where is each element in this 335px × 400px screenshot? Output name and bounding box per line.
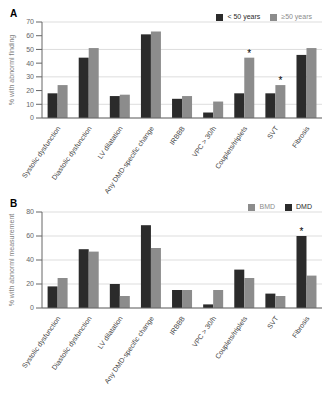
html-text:DMD: DMD <box>296 203 312 210</box>
svg-text:LV dilatation: LV dilatation <box>96 125 124 160</box>
svg-text:Couplets/triplets: Couplets/triplets <box>214 124 250 170</box>
svg-text:VPC > 30/h: VPC > 30/h <box>191 125 217 159</box>
svg-text:Couplets/triplets: Couplets/triplets <box>214 314 250 360</box>
svg-text:50: 50 <box>26 46 34 53</box>
svg-text:60: 60 <box>26 232 34 239</box>
html-text:< 50 years: < 50 years <box>227 13 261 20</box>
svg-text:*: * <box>300 226 304 237</box>
svg-text:20: 20 <box>26 280 34 287</box>
svg-text:Systolic dysfunction: Systolic dysfunction <box>20 124 62 180</box>
svg-text:Any DMD-specific change: Any DMD-specific change <box>103 315 156 386</box>
svg-text:40: 40 <box>26 256 34 263</box>
svg-text:0: 0 <box>30 114 34 121</box>
svg-text:Fibrosis: Fibrosis <box>291 314 311 338</box>
svg-text:Systolic dysfunction: Systolic dysfunction <box>20 314 62 370</box>
svg-text:*: * <box>247 48 251 59</box>
svg-text:SVT: SVT <box>266 124 280 140</box>
html-text:≥50 years: ≥50 years <box>281 13 312 20</box>
svg-text:30: 30 <box>26 73 34 80</box>
svg-text:0: 0 <box>30 304 34 311</box>
svg-text:Diastolic dysfunction: Diastolic dysfunction <box>50 315 93 372</box>
svg-text:20: 20 <box>26 87 34 94</box>
svg-text:70: 70 <box>26 18 34 25</box>
svg-text:*: * <box>278 75 282 86</box>
html-text:A: A <box>10 8 18 19</box>
svg-text:80: 80 <box>26 208 34 215</box>
html-text:B: B <box>10 198 18 209</box>
svg-text:60: 60 <box>26 32 34 39</box>
svg-text:LV dilatation: LV dilatation <box>96 315 124 350</box>
svg-text:40: 40 <box>26 60 34 67</box>
svg-text:VPC > 30/h: VPC > 30/h <box>191 315 217 349</box>
svg-text:Fibrosis: Fibrosis <box>291 124 311 148</box>
svg-text:Any DMD-specific change: Any DMD-specific change <box>103 125 156 196</box>
svg-text:% with abnorml measurement: % with abnorml measurement <box>8 214 15 307</box>
svg-text:IRBBB: IRBBB <box>168 125 186 146</box>
svg-text:Diastolic dysfunction: Diastolic dysfunction <box>50 125 93 182</box>
svg-text:10: 10 <box>26 101 34 108</box>
html-text:BMD: BMD <box>259 203 275 210</box>
svg-text:% with abnorml finding: % with abnorml finding <box>8 35 16 106</box>
svg-text:SVT: SVT <box>266 314 280 330</box>
svg-text:IRBBB: IRBBB <box>168 315 186 336</box>
